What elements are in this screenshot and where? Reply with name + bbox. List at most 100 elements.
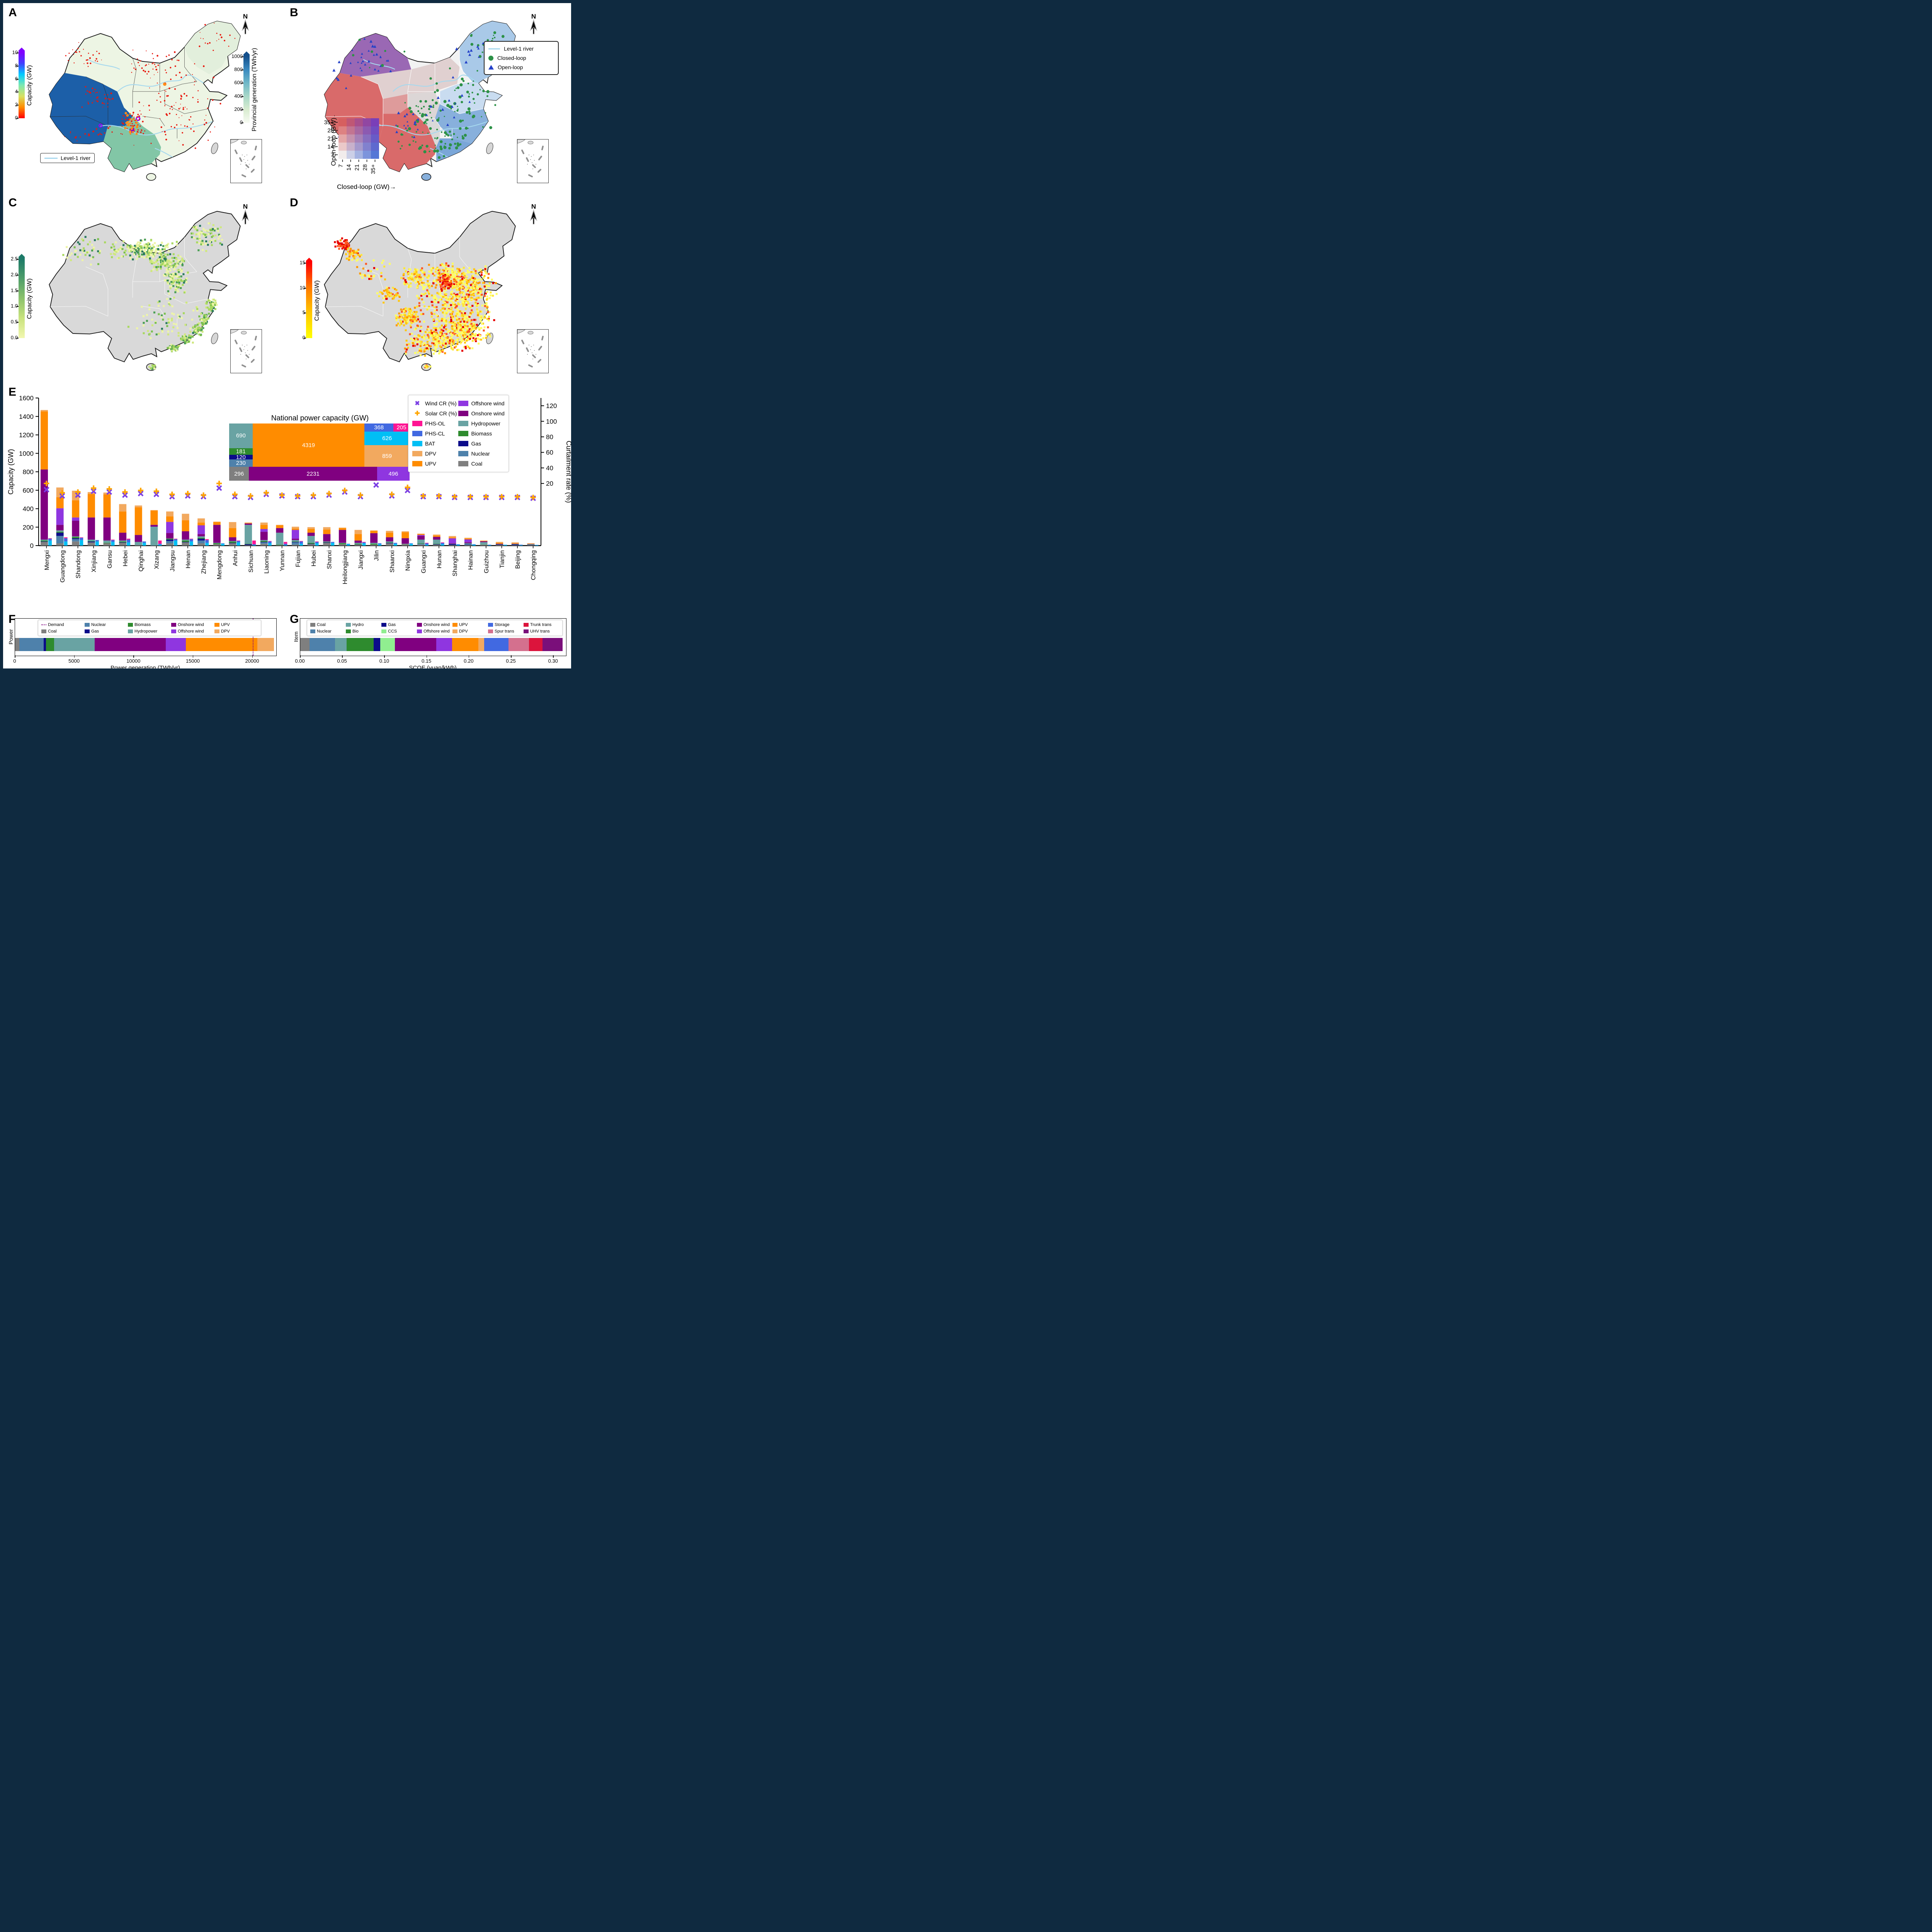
bar-segment-dpv xyxy=(478,638,485,651)
legend-swatch xyxy=(412,451,422,456)
province-label: Mengxi xyxy=(44,550,50,570)
bar-segment xyxy=(449,545,456,546)
bar-segment xyxy=(496,544,503,545)
panel-e-legend: ✖ Wind CR (%) ✚ Solar CR (%) PHS-OL PHS-CL BAT… xyxy=(408,395,509,472)
panel-b: B Level-1 river Closed-loop Open-loop 35+ 2… xyxy=(286,3,571,193)
colorbar-tick-label: 6 xyxy=(5,76,18,82)
colorbar-tick-label: 0 xyxy=(230,119,243,125)
bar-segment xyxy=(213,525,221,543)
bar-main-Fujian xyxy=(292,527,299,546)
colorbar-tick-label: 0.0 xyxy=(10,335,18,340)
bar-segment xyxy=(229,543,236,546)
colorbar-tick-label: 10 xyxy=(299,284,305,291)
bar-main-Xizang xyxy=(150,510,158,546)
province-label: Qinghai xyxy=(138,550,145,571)
legend-swatch xyxy=(488,629,493,633)
bar-segment xyxy=(425,544,429,546)
bar-segment xyxy=(158,544,162,546)
legend-label: Offshore wind xyxy=(471,400,505,406)
colorbar-cap xyxy=(306,258,312,263)
colorbar-generation-a: 1000 800 600 400 200 0 Provincial generation (… xyxy=(230,48,277,131)
province-label: Hubei xyxy=(311,550,317,566)
legend-label: Gas xyxy=(91,629,99,634)
legend-item-onshore-wind: Onshore wind xyxy=(171,621,214,628)
bar-segment xyxy=(41,469,48,540)
bar-segment xyxy=(417,534,425,535)
treemap-cell-phs-ol: 205 xyxy=(393,423,410,432)
bar-segment xyxy=(64,541,68,546)
bar-segment xyxy=(338,527,346,528)
bar-segment xyxy=(80,540,83,546)
x-axis-tick-label: 0.25 xyxy=(506,658,516,664)
colorbar-gradient xyxy=(19,259,25,338)
province-label: Heilongjiang xyxy=(342,550,349,584)
bar-storage-Liaoning xyxy=(268,541,272,546)
bar-segment xyxy=(401,538,409,544)
x-axis-tick xyxy=(511,655,512,658)
bar-segment xyxy=(111,539,115,540)
colorbar-tick-label: 15 xyxy=(299,260,305,265)
bivariate-cell xyxy=(338,151,347,159)
bar-main-Shanghai xyxy=(449,536,456,546)
bar-main-Jiangsu xyxy=(166,511,173,546)
bivariate-cell xyxy=(371,134,379,143)
inset-map xyxy=(230,139,257,177)
legend-swatch xyxy=(458,461,469,466)
colorbar-tick-label: 800 xyxy=(234,66,243,73)
solar-cr-marker xyxy=(279,492,285,498)
bar-main-Mengdong xyxy=(213,521,221,546)
bar-segment-onshore-wind xyxy=(94,638,166,651)
bar-segment xyxy=(480,542,488,545)
bar-segment xyxy=(166,516,173,522)
legend-swatch xyxy=(412,461,422,466)
bar-segment xyxy=(229,528,236,537)
bar-segment xyxy=(119,504,127,512)
bar-segment xyxy=(276,525,284,528)
colorbar-capacity-a: 10 8 6 4 2 0 Capacity (GW) xyxy=(5,45,52,121)
legend-item-dpv: DPV xyxy=(452,628,488,634)
bar-main-Hunan xyxy=(433,534,440,546)
bar-segment xyxy=(480,541,488,543)
bar-segment xyxy=(386,543,393,546)
bar-storage-Fujian xyxy=(299,541,303,546)
bar-segment xyxy=(95,541,99,546)
bivariate-cell xyxy=(355,126,363,134)
e-left-tick: 800 xyxy=(23,468,34,476)
bar-segment xyxy=(276,532,284,545)
legend-label: Onshore wind xyxy=(471,410,505,417)
legend: Demand Nuclear Biomass Onshore wind UPV Coal G… xyxy=(38,620,261,636)
panel-c: C 2.5 2.0 1.5 1.0 0.5 0.0 Capacity (GW) N xyxy=(3,193,286,383)
bar-storage-Yunnan xyxy=(284,542,287,546)
province-label: Chongqing xyxy=(531,550,537,580)
bar-segment xyxy=(535,545,539,546)
bar-segment xyxy=(284,545,287,546)
bar-segment xyxy=(252,545,256,546)
bar-segment xyxy=(197,534,205,537)
bar-storage-Beijing xyxy=(519,544,523,546)
bar-segment-coal xyxy=(15,638,19,651)
bar-segment xyxy=(527,545,535,546)
map-region xyxy=(378,107,436,172)
legend-label: Biomass xyxy=(134,622,151,627)
bar-segment xyxy=(119,541,127,543)
bivariate-x-label: Closed-loop (GW)→ xyxy=(337,183,396,190)
legend-swatch xyxy=(417,629,422,633)
legend-item-closed-loop: Closed-loop xyxy=(488,53,554,63)
bar-segment xyxy=(354,530,362,534)
colorbar-tick xyxy=(241,122,243,123)
bivariate-row-tick: 21 xyxy=(327,136,334,142)
legend-swatch xyxy=(458,431,469,436)
bar-segment xyxy=(292,528,299,530)
bar-main-Liaoning xyxy=(260,522,268,546)
bar-segment xyxy=(127,542,131,546)
colorbar-gradient xyxy=(243,56,250,123)
legend-item-offshore-wind: Offshore wind xyxy=(417,628,452,634)
e-right-tick: 60 xyxy=(546,449,553,456)
bar-segment xyxy=(409,543,413,544)
legend-label: Offshore wind xyxy=(178,629,204,634)
legend-swatch xyxy=(346,629,351,633)
north-label: N xyxy=(531,13,536,20)
map-china-closed-loop-capacity xyxy=(49,211,241,371)
solar-cr-marker xyxy=(530,495,536,500)
legend-item-hydro: Hydro xyxy=(346,621,381,628)
